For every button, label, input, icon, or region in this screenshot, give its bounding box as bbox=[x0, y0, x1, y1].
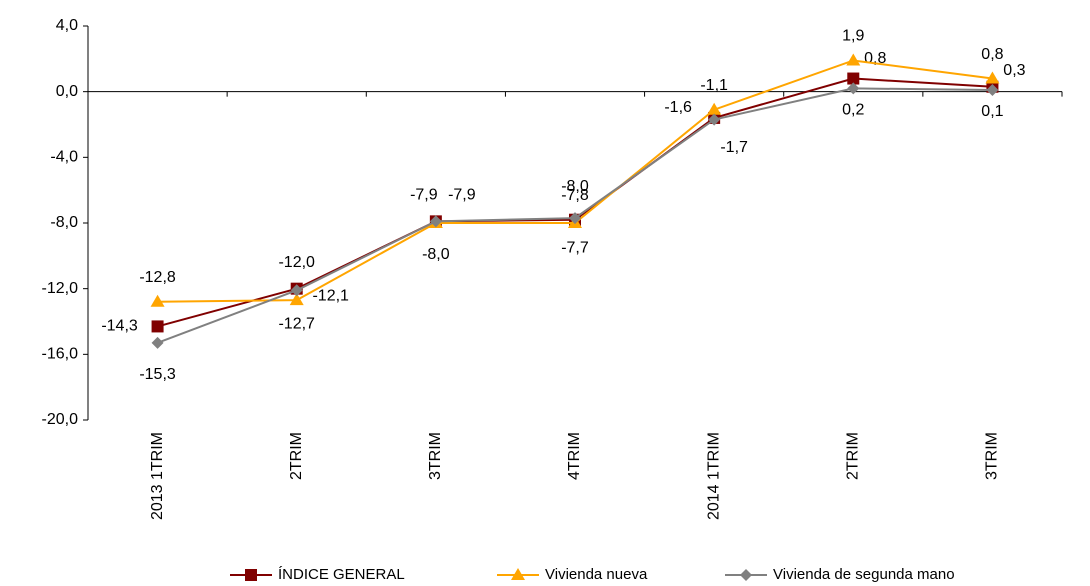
data-label: -1,6 bbox=[664, 99, 692, 116]
point-marker bbox=[429, 215, 442, 228]
x-tick-label: 3TRIM bbox=[984, 432, 1001, 480]
legend-marker bbox=[511, 568, 525, 580]
legend-label: Vivienda de segunda mano bbox=[773, 566, 955, 583]
point-marker bbox=[707, 102, 722, 115]
point-marker bbox=[846, 53, 861, 66]
data-label: 0,3 bbox=[1003, 62, 1025, 79]
point-marker bbox=[150, 294, 165, 307]
data-label: 0,8 bbox=[981, 46, 1003, 63]
point-marker bbox=[289, 293, 304, 306]
data-label: -7,9 bbox=[448, 187, 476, 204]
legend-label: ÍNDICE GENERAL bbox=[278, 566, 405, 583]
point-marker bbox=[569, 212, 581, 225]
data-label: -1,7 bbox=[720, 139, 748, 156]
data-label: -15,3 bbox=[139, 366, 176, 383]
y-tick-label: -16,0 bbox=[42, 346, 79, 363]
data-label: 0,1 bbox=[981, 103, 1003, 120]
x-tick-label: 2013 1TRIM bbox=[149, 432, 166, 520]
x-tick-label: 2TRIM bbox=[288, 432, 305, 480]
data-label: 1,9 bbox=[842, 28, 864, 45]
data-label: -8,0 bbox=[422, 246, 450, 263]
x-tick-label: 2TRIM bbox=[845, 432, 862, 480]
x-tick-label: 4TRIM bbox=[566, 432, 583, 480]
point-marker bbox=[290, 284, 303, 297]
data-label: -7,9 bbox=[410, 187, 438, 204]
data-label: -7,8 bbox=[561, 187, 589, 204]
y-tick-label: -4,0 bbox=[50, 149, 78, 166]
data-label: -12,0 bbox=[278, 254, 315, 271]
data-label: -12,8 bbox=[139, 269, 176, 286]
legend-marker bbox=[740, 569, 752, 581]
point-marker bbox=[985, 71, 1000, 84]
data-label: -12,1 bbox=[312, 288, 349, 305]
x-tick-label: 2014 1TRIM bbox=[705, 432, 722, 520]
data-label: 0,2 bbox=[842, 102, 864, 119]
data-label: -1,1 bbox=[700, 77, 728, 94]
x-tick-label: 3TRIM bbox=[427, 432, 444, 480]
y-tick-label: -8,0 bbox=[50, 214, 78, 231]
point-marker bbox=[847, 82, 860, 95]
data-label: -8,0 bbox=[561, 178, 589, 195]
legend-marker bbox=[245, 569, 257, 581]
point-marker bbox=[986, 84, 999, 97]
data-label: -14,3 bbox=[101, 318, 138, 335]
point-marker bbox=[847, 72, 860, 85]
data-label: -12,7 bbox=[278, 315, 315, 332]
y-tick-label: 4,0 bbox=[56, 17, 78, 34]
y-tick-label: -12,0 bbox=[42, 280, 79, 297]
point-marker bbox=[151, 336, 164, 349]
data-label: -7,7 bbox=[561, 239, 589, 256]
legend-label: Vivienda nueva bbox=[545, 566, 648, 583]
y-tick-label: -20,0 bbox=[42, 411, 79, 428]
point-marker bbox=[708, 113, 721, 126]
y-tick-label: 0,0 bbox=[56, 83, 78, 100]
point-marker bbox=[151, 320, 164, 333]
